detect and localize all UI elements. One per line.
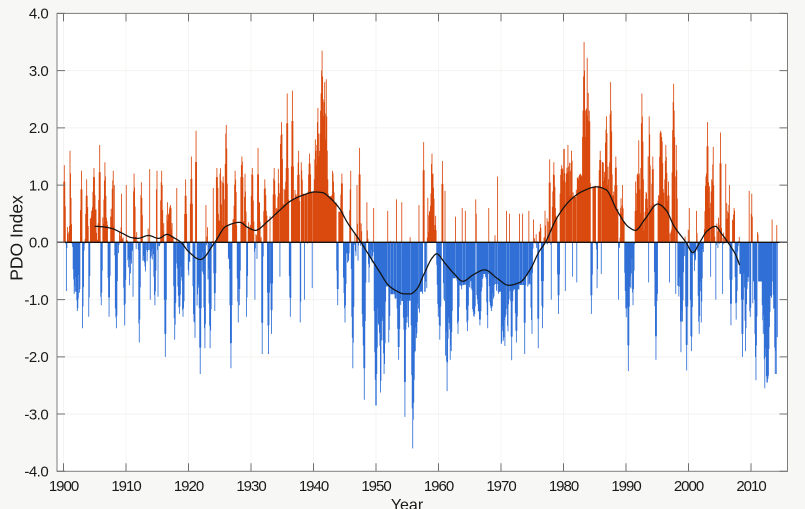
svg-text:3.0: 3.0	[29, 63, 49, 80]
svg-text:1900: 1900	[49, 478, 79, 495]
svg-text:-3.0: -3.0	[24, 406, 48, 423]
svg-text:1930: 1930	[236, 478, 266, 495]
svg-text:1950: 1950	[361, 478, 391, 495]
svg-text:1990: 1990	[611, 478, 641, 495]
svg-text:1940: 1940	[299, 478, 329, 495]
svg-text:1.0: 1.0	[29, 177, 49, 194]
svg-text:1960: 1960	[424, 478, 454, 495]
svg-text:Year: Year	[391, 497, 424, 509]
svg-text:2010: 2010	[736, 478, 766, 495]
svg-text:1910: 1910	[111, 478, 141, 495]
svg-text:1920: 1920	[174, 478, 204, 495]
svg-text:-1.0: -1.0	[24, 292, 48, 309]
svg-text:2000: 2000	[674, 478, 704, 495]
svg-text:2.0: 2.0	[29, 120, 49, 137]
svg-text:PDO Index: PDO Index	[7, 195, 27, 281]
svg-text:1980: 1980	[549, 478, 579, 495]
svg-text:-4.0: -4.0	[24, 464, 48, 481]
svg-text:1970: 1970	[486, 478, 516, 495]
svg-text:-2.0: -2.0	[24, 349, 48, 366]
svg-text:0.0: 0.0	[29, 235, 49, 252]
svg-text:4.0: 4.0	[29, 6, 49, 23]
